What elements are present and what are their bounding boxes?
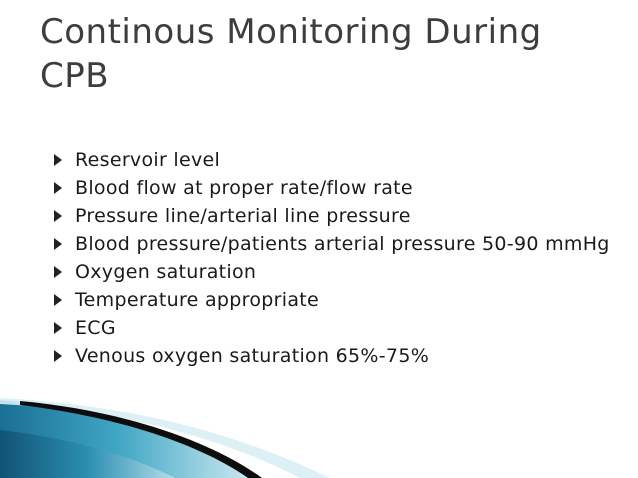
triangle-right-icon (54, 342, 75, 370)
bullet-text: Blood flow at proper rate/flow rate (75, 177, 413, 199)
bullet-item: Pressure line/arterial line pressure (54, 202, 614, 230)
slide-title: Continous Monitoring During CPB (40, 12, 542, 96)
bullet-item: ECG (54, 314, 614, 342)
bullet-text: ECG (75, 317, 116, 339)
bullet-text: Blood pressure/patients arterial pressur… (75, 233, 610, 255)
triangle-right-icon (54, 230, 75, 258)
triangle-right-icon (54, 258, 75, 286)
bullet-text: Oxygen saturation (75, 261, 257, 283)
triangle-right-icon (54, 286, 75, 314)
bullet-item: Reservoir level (54, 146, 614, 174)
triangle-right-icon (54, 174, 75, 202)
bullet-item: Blood pressure/patients arterial pressur… (54, 230, 614, 258)
bullet-item: Oxygen saturation (54, 258, 614, 286)
bullet-list: Reservoir level Blood flow at proper rat… (54, 146, 614, 370)
bullet-text: Pressure line/arterial line pressure (75, 205, 411, 227)
bullet-item: Blood flow at proper rate/flow rate (54, 174, 614, 202)
bullet-text: Reservoir level (75, 149, 221, 171)
bullet-item: Venous oxygen saturation 65%-75% (54, 342, 614, 370)
bullet-text: Venous oxygen saturation 65%-75% (75, 345, 430, 367)
bullet-text: Temperature appropriate (75, 289, 320, 311)
triangle-right-icon (54, 202, 75, 230)
triangle-right-icon (54, 314, 75, 342)
triangle-right-icon (54, 146, 75, 174)
bullet-item: Temperature appropriate (54, 286, 614, 314)
